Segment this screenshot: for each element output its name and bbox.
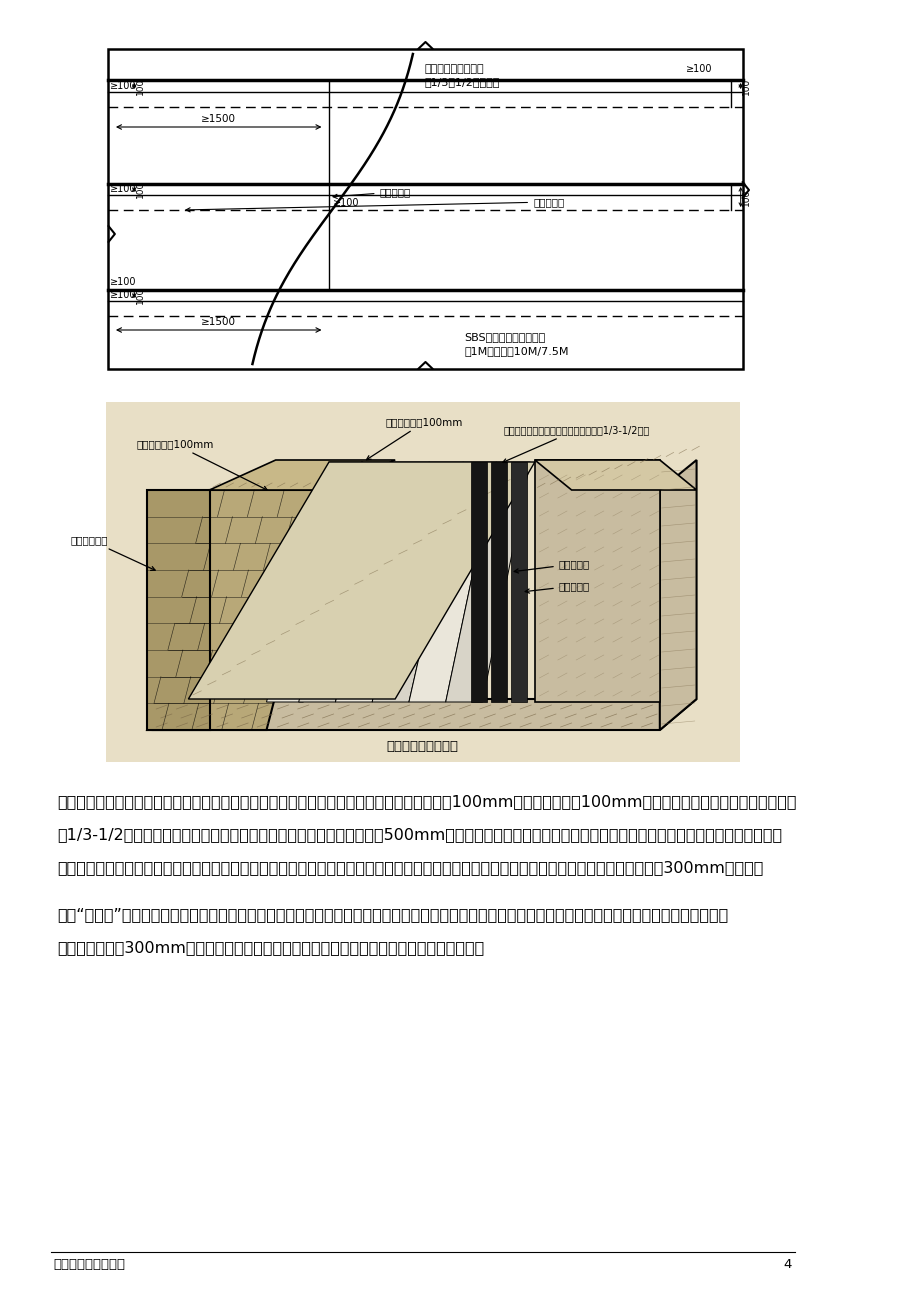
Text: 基础底板防水卷材的铺贴采用热熴法施工的滚铺法。滚铺施工要求卷材长向搞接不得小于100mm，短向不得小于100mm。上下两层和相邻两幅卷材接缝应错: 基础底板防水卷材的铺贴采用热熴法施工的滚铺法。滚铺施工要求卷材长向搞接不得小于1… <box>57 794 796 809</box>
Polygon shape <box>534 460 659 702</box>
Bar <box>106 402 739 762</box>
Bar <box>108 49 742 368</box>
Text: ≥100: ≥100 <box>110 290 137 299</box>
Text: ≥100: ≥100 <box>110 184 137 194</box>
Text: 4: 4 <box>783 1258 791 1271</box>
Text: 100: 100 <box>741 77 750 95</box>
Text: 开1/3-1/2幅宽。铺贴前，基层先满刷一道冷底子油，并在阴角根部加做500mm宽的防水卷材附加层。铺贴时，应及时排除卷材下面的空气，辗压粘结劳固，并: 开1/3-1/2幅宽。铺贴前，基层先满刷一道冷底子油，并在阴角根部加做500mm… <box>57 827 781 842</box>
Text: 横向搞接缝: 横向搞接缝 <box>333 187 411 198</box>
Polygon shape <box>147 490 329 730</box>
Polygon shape <box>299 462 395 702</box>
Polygon shape <box>490 462 506 702</box>
Polygon shape <box>409 462 495 702</box>
Polygon shape <box>659 460 696 730</box>
Text: 第二层卷材: 第二层卷材 <box>525 581 589 594</box>
Text: ≥100: ≥100 <box>110 277 137 286</box>
Text: 短边搞接缝宽100mm: 短边搞接缝宽100mm <box>366 417 463 460</box>
Text: 侧墙卷材搞接示意图: 侧墙卷材搞接示意图 <box>386 741 459 754</box>
Text: 永久性保护墙: 永久性保护墙 <box>71 535 155 570</box>
Text: 卷材端头剩余约300mm时，将卷材端头翻放在隔热板上再行熴烤后，将端部卷材铺劳、压实。: 卷材端头剩余约300mm时，将卷材端头翻放在隔热板上再行熴烤后，将端部卷材铺劳、… <box>57 940 483 954</box>
Text: 地下室防水施工方案: 地下室防水施工方案 <box>53 1258 125 1271</box>
Text: 上下两层卷材纵向错: 上下两层卷材纵向错 <box>424 64 483 74</box>
Text: 典1/3～1/2卷材幅宽: 典1/3～1/2卷材幅宽 <box>424 77 499 87</box>
Text: “滚铺法”先铺贴起始端，施工时手持液化气火焎喷枪，使火焎对准卷材与基面交接处，同时加热卷材底面与基层面，当卷材底面呼熴融状即进行粘铺。至: “滚铺法”先铺贴起始端，施工时手持液化气火焎喷枪，使火焎对准卷材与基面交接处，同… <box>57 907 728 922</box>
Text: 纵向搞接缝: 纵向搞接缝 <box>186 197 563 212</box>
Text: ≥1500: ≥1500 <box>201 115 236 124</box>
Text: 100: 100 <box>136 181 145 198</box>
Text: 100: 100 <box>136 286 145 305</box>
Text: 100: 100 <box>741 189 750 206</box>
Polygon shape <box>188 462 534 699</box>
Text: 兰1M，每卷长10M/7.5M: 兰1M，每卷长10M/7.5M <box>463 346 568 355</box>
Text: ≥100: ≥100 <box>110 81 137 91</box>
Polygon shape <box>445 462 529 702</box>
Polygon shape <box>510 462 527 702</box>
Text: 使之平整顺直，搞接尺寸准确，不得有扭曲、盒折和空鼓。热熴铺贴卷材时，火焎加热器的喷嘴应处在成卷卷材与基层夹角中心线上，距粘贴面300mm左右处。: 使之平整顺直，搞接尺寸准确，不得有扭曲、盒折和空鼓。热熴铺贴卷材时，火焎加热器的… <box>57 861 763 875</box>
Polygon shape <box>210 460 395 490</box>
Polygon shape <box>152 699 696 730</box>
Text: SBS改性氥青及防水卷材: SBS改性氥青及防水卷材 <box>463 332 545 342</box>
Text: ≥100: ≥100 <box>685 64 711 74</box>
Polygon shape <box>534 460 696 490</box>
Text: 长边搞接缝宽100mm: 长边搞接缝宽100mm <box>136 439 267 490</box>
Text: 100: 100 <box>136 77 145 95</box>
Polygon shape <box>335 462 428 702</box>
Text: 第一层卷材: 第一层卷材 <box>514 559 589 573</box>
Text: 上下两层和相邻两幅卷材的接缝应错开1/3-1/2幅宽: 上下两层和相邻两幅卷材的接缝应错开1/3-1/2幅宽 <box>503 424 649 462</box>
Polygon shape <box>147 490 210 730</box>
Text: ≥1500: ≥1500 <box>201 316 236 327</box>
Polygon shape <box>372 462 462 702</box>
Polygon shape <box>267 462 363 702</box>
Text: ≥100: ≥100 <box>333 198 358 208</box>
Polygon shape <box>470 462 486 702</box>
